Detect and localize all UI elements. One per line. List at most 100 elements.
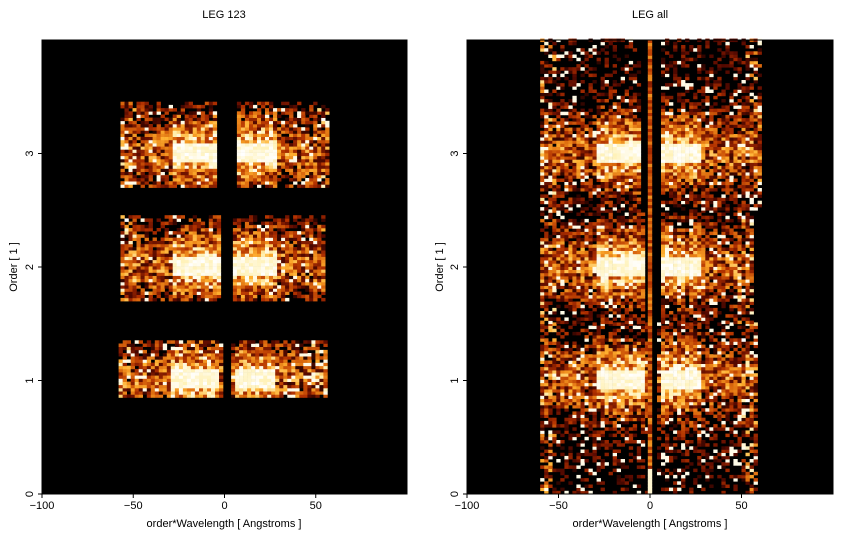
heatmap-cell xyxy=(240,114,246,118)
heatmap-cell xyxy=(749,354,754,358)
heatmap-cell xyxy=(265,266,270,270)
heatmap-cell xyxy=(271,375,276,379)
heatmap-cell xyxy=(176,149,181,153)
heatmap-cell xyxy=(693,430,698,434)
heatmap-cell xyxy=(269,184,274,188)
heatmap-cell xyxy=(661,335,666,339)
heatmap-cell xyxy=(309,174,314,179)
heatmap-cell xyxy=(208,165,214,169)
heatmap-cell xyxy=(247,343,252,347)
heatmap-cell xyxy=(162,353,168,357)
heatmap-cell xyxy=(144,247,149,251)
heatmap-cell xyxy=(124,143,129,147)
heatmap-cell xyxy=(749,322,754,326)
heatmap-cell xyxy=(182,349,188,354)
heatmap-cell xyxy=(148,165,153,169)
heatmap-cell xyxy=(273,171,278,176)
heatmap-cell xyxy=(572,379,577,384)
heatmap-cell xyxy=(126,346,131,351)
heatmap-cell xyxy=(200,272,206,276)
heatmap-cell xyxy=(685,363,690,368)
heatmap-cell xyxy=(208,168,214,172)
heatmap-cell xyxy=(152,262,157,267)
heatmap-cell xyxy=(160,174,165,179)
heatmap-cell xyxy=(281,139,286,144)
heatmap-cell xyxy=(717,344,722,349)
heatmap-cell xyxy=(192,174,197,179)
heatmap-cell xyxy=(196,240,202,245)
heatmap-cell xyxy=(249,291,254,295)
heatmap-cell xyxy=(249,184,254,188)
heatmap-cell xyxy=(124,285,129,289)
heatmap-cell xyxy=(267,349,272,354)
heatmap-cell xyxy=(572,468,577,473)
heatmap-cell xyxy=(128,256,133,261)
heatmap-cell xyxy=(215,391,220,395)
heatmap-cell xyxy=(544,382,549,387)
heatmap-cell xyxy=(156,108,161,112)
heatmap-cell xyxy=(261,269,266,273)
heatmap-cell xyxy=(749,443,754,447)
heatmap-cell xyxy=(257,143,262,147)
heatmap-cell xyxy=(741,382,746,387)
heatmap-cell xyxy=(681,424,686,428)
heatmap-cell xyxy=(568,385,573,390)
heatmap-cell xyxy=(311,378,316,382)
heatmap-cell xyxy=(661,344,666,349)
heatmap-cell xyxy=(540,357,545,361)
heatmap-cell xyxy=(150,349,156,354)
heatmap-cell xyxy=(552,452,557,457)
heatmap-cell xyxy=(560,452,565,457)
heatmap-cell xyxy=(317,178,322,182)
heatmap-cell xyxy=(311,388,316,392)
heatmap-cell xyxy=(154,368,160,373)
heatmap-cell xyxy=(628,344,634,349)
heatmap-cell xyxy=(588,395,593,399)
heatmap-cell xyxy=(204,120,210,125)
heatmap-cell xyxy=(249,178,254,182)
heatmap-cell xyxy=(285,237,290,241)
heatmap-cell xyxy=(753,398,758,403)
heatmap-cell xyxy=(271,384,276,389)
heatmap-cell xyxy=(207,378,212,382)
heatmap-cell xyxy=(612,440,617,444)
heatmap-cell xyxy=(311,391,316,395)
heatmap-cell xyxy=(196,108,202,112)
heatmap-cell xyxy=(156,152,161,157)
heatmap-cell xyxy=(624,385,629,390)
heatmap-cell xyxy=(277,158,282,163)
heatmap-cell xyxy=(669,471,674,476)
heatmap-cell xyxy=(548,363,553,368)
heatmap-cell xyxy=(753,376,758,380)
heatmap-cell xyxy=(681,363,686,368)
heatmap-cell xyxy=(721,401,726,406)
heatmap-cell xyxy=(200,171,206,176)
heatmap-cell xyxy=(677,436,682,441)
heatmap-cell xyxy=(190,365,196,370)
heatmap-cell xyxy=(232,237,238,241)
heatmap-cell xyxy=(166,391,172,395)
heatmap-cell xyxy=(749,370,754,374)
heatmap-cell xyxy=(204,228,210,232)
heatmap-cell xyxy=(297,133,302,137)
heatmap-cell xyxy=(273,114,278,118)
heatmap-cell xyxy=(644,414,650,418)
heatmap-cell xyxy=(118,391,123,395)
heatmap-cell xyxy=(313,168,318,172)
heatmap-cell xyxy=(257,291,262,295)
heatmap-cell xyxy=(156,149,161,153)
heatmap-cell xyxy=(745,382,750,387)
heatmap-cell xyxy=(118,359,123,363)
heatmap-cell xyxy=(737,436,742,441)
heatmap-cell xyxy=(560,424,565,428)
heatmap-cell xyxy=(124,152,129,157)
heatmap-cell xyxy=(180,139,185,144)
heatmap-cell xyxy=(749,436,754,441)
heatmap-cell xyxy=(552,366,557,371)
heatmap-cell xyxy=(753,433,758,438)
heatmap-cell xyxy=(313,285,318,289)
heatmap-cell xyxy=(136,124,141,128)
heatmap-cell xyxy=(313,181,318,185)
heatmap-cell xyxy=(269,282,274,286)
heatmap-cell xyxy=(295,372,300,376)
